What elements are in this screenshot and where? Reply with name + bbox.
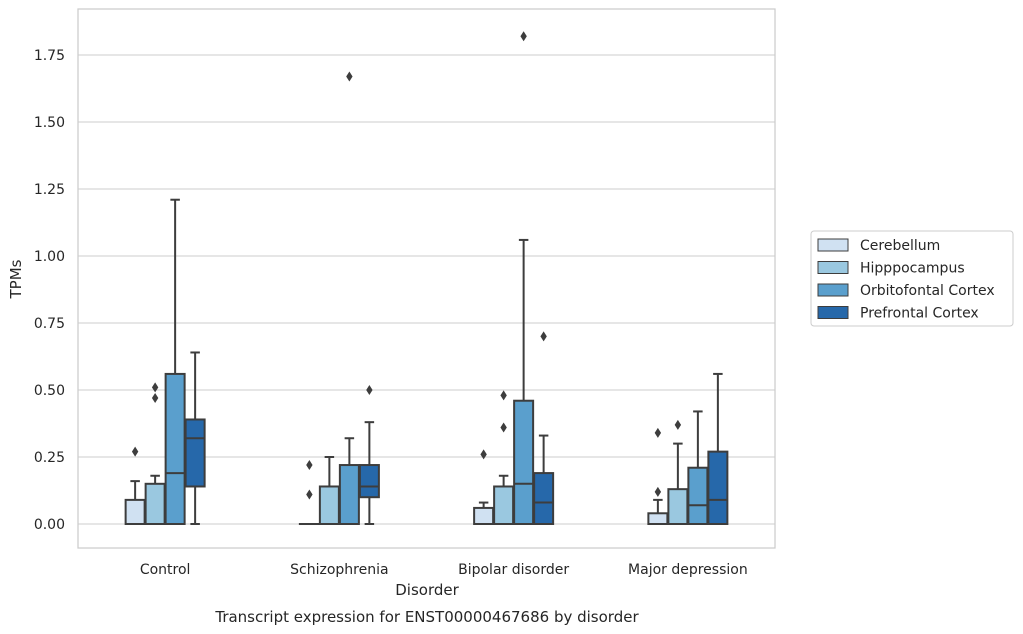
box-cerebellum bbox=[647, 427, 669, 526]
outlier-point bbox=[654, 486, 662, 497]
y-tick-label: 0.50 bbox=[34, 383, 65, 399]
box-iqr bbox=[338, 464, 360, 526]
plot-frame bbox=[77, 8, 776, 549]
outlier-point bbox=[500, 390, 507, 401]
box-orbitofontal-cortex bbox=[687, 410, 709, 525]
box-orbitofontal-cortex bbox=[164, 198, 186, 526]
outlier-point bbox=[306, 489, 313, 500]
box-hipppocampus bbox=[144, 382, 166, 525]
legend-items: Cerebellum Hipppocampus Orbitofontal Corte… bbox=[817, 238, 995, 322]
box-iqr bbox=[647, 512, 669, 526]
legend-swatch bbox=[817, 238, 849, 252]
box-cerebellum bbox=[124, 446, 146, 526]
box-iqr bbox=[513, 399, 535, 525]
outlier-point bbox=[366, 385, 373, 395]
legend-label: Orbitofontal Cortex bbox=[860, 283, 995, 299]
box-hipppocampus bbox=[318, 456, 340, 526]
box-iqr bbox=[144, 482, 166, 525]
x-tick-label: Bipolar disorder bbox=[458, 562, 569, 578]
box-iqr bbox=[473, 506, 495, 526]
y-tick-label: 1.50 bbox=[34, 115, 65, 131]
outlier-point bbox=[500, 422, 507, 433]
outlier-point bbox=[520, 31, 527, 42]
legend: Cerebellum Hipppocampus Orbitofontal Corte… bbox=[810, 230, 1014, 327]
box-iqr bbox=[533, 472, 555, 525]
outlier-point bbox=[306, 460, 313, 471]
legend-swatch bbox=[817, 283, 849, 297]
y-tick-label: 1.25 bbox=[34, 182, 65, 198]
outlier-point bbox=[540, 331, 547, 342]
y-tick-label: 1.75 bbox=[34, 48, 65, 64]
box-iqr bbox=[667, 488, 689, 526]
y-tick-label: 0.75 bbox=[34, 316, 65, 332]
box-hipppocampus bbox=[667, 419, 689, 526]
x-tick-label: Control bbox=[140, 562, 191, 578]
chart-caption: Transcript expression for ENST0000046768… bbox=[214, 608, 639, 626]
legend-frame bbox=[810, 230, 1014, 327]
x-axis-title: Disorder bbox=[395, 581, 459, 599]
box-prefrontal-cortex bbox=[184, 351, 206, 525]
outlier-point bbox=[654, 427, 662, 438]
legend-label: Prefrontal Cortex bbox=[860, 306, 979, 322]
x-tick-label: Schizophrenia bbox=[290, 562, 388, 578]
box-iqr bbox=[318, 485, 340, 526]
outlier-point bbox=[480, 449, 487, 460]
box-orbitofontal-cortex bbox=[338, 71, 360, 526]
box-prefrontal-cortex bbox=[707, 372, 729, 526]
box-iqr bbox=[124, 498, 146, 526]
y-tick-labels: 0.00 0.25 0.50 0.75 1.00 1.25 1.50 1.75 bbox=[34, 48, 65, 533]
outlier-point bbox=[674, 419, 682, 430]
box-iqr bbox=[358, 464, 380, 499]
outlier-point bbox=[151, 382, 159, 393]
box-prefrontal-cortex bbox=[358, 385, 380, 525]
box-iqr bbox=[707, 450, 729, 526]
legend-label: Cerebellum bbox=[860, 238, 940, 254]
y-tick-label: 0.00 bbox=[34, 517, 65, 533]
y-tick-label: 0.25 bbox=[34, 450, 65, 466]
box-iqr bbox=[687, 466, 709, 525]
y-axis-title: TPMs bbox=[7, 259, 25, 299]
outlier-point bbox=[131, 446, 139, 457]
box-iqr bbox=[184, 418, 206, 488]
legend-swatch bbox=[817, 261, 849, 274]
y-tick-label: 1.00 bbox=[34, 249, 65, 265]
outlier-point bbox=[151, 393, 159, 404]
box-iqr bbox=[493, 485, 515, 526]
legend-swatch bbox=[817, 306, 849, 319]
box-prefrontal-cortex bbox=[533, 331, 555, 525]
legend-label: Hipppocampus bbox=[860, 261, 965, 277]
box-cerebellum bbox=[298, 460, 320, 526]
box-orbitofontal-cortex bbox=[513, 31, 535, 525]
box-cerebellum bbox=[473, 449, 495, 526]
outlier-point bbox=[346, 71, 353, 82]
x-tick-label: Major depression bbox=[628, 562, 748, 578]
x-tick-labels: Control Schizophrenia Bipolar disorder Majo… bbox=[140, 562, 748, 578]
box-iqr bbox=[164, 372, 186, 526]
box-plot-area bbox=[124, 31, 729, 526]
